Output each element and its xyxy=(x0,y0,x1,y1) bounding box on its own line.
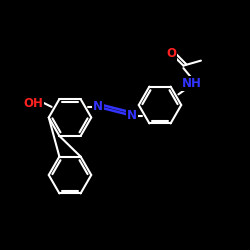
Text: O: O xyxy=(166,46,176,60)
Text: OH: OH xyxy=(23,96,43,110)
Text: N: N xyxy=(127,109,137,122)
Text: NH: NH xyxy=(182,76,202,90)
Text: N: N xyxy=(93,100,103,114)
